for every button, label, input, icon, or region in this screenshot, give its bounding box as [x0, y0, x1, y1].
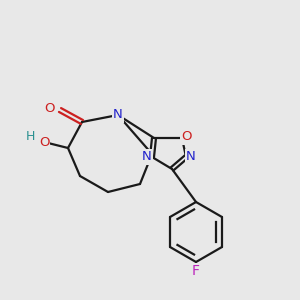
Text: F: F — [192, 264, 200, 278]
Text: H: H — [25, 130, 35, 142]
Text: O: O — [44, 103, 55, 116]
Text: N: N — [142, 151, 152, 164]
Text: O: O — [181, 130, 191, 143]
Text: N: N — [186, 151, 196, 164]
Text: O: O — [39, 136, 49, 148]
Text: N: N — [113, 109, 123, 122]
